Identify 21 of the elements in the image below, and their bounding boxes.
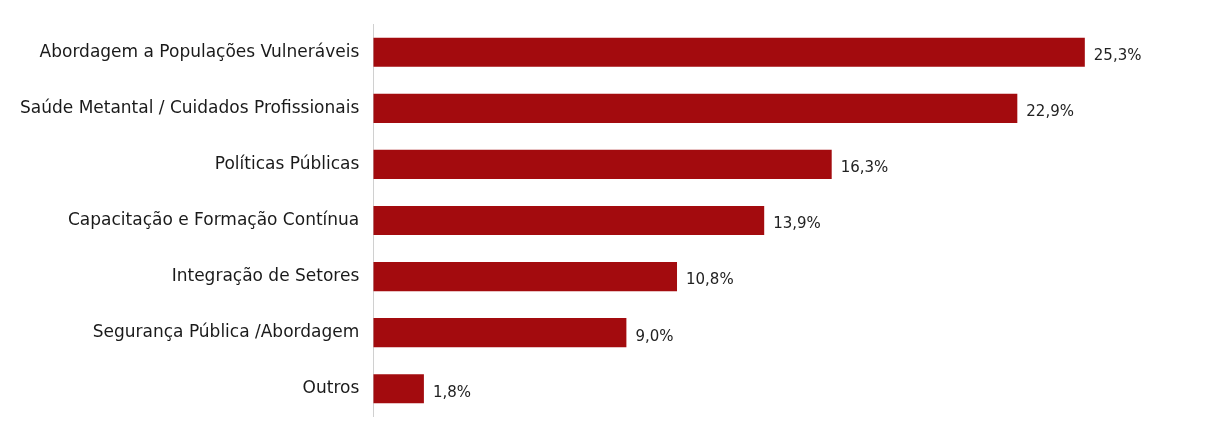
- data-label: 10,8%: [686, 270, 734, 289]
- y-tick-label: Outros: [302, 377, 360, 398]
- bar: [373, 149, 832, 179]
- data-label: 13,9%: [773, 214, 821, 233]
- data-label: 25,3%: [1093, 46, 1142, 65]
- y-tick-label: Segurança Pública /Abordagem: [92, 321, 360, 342]
- bar: [373, 374, 424, 404]
- y-tick-label: Integração de Setores: [171, 265, 360, 286]
- y-tick-label: Capacitação e Formação Contínua: [67, 208, 360, 229]
- bar: [373, 205, 765, 236]
- data-label: 1,8%: [432, 382, 472, 401]
- bar: [373, 93, 1018, 123]
- y-tick-label: Abordagem a Populações Vulneráveis: [39, 40, 360, 61]
- y-tick-label: Políticas Públicas: [214, 152, 360, 173]
- bar: [373, 262, 678, 292]
- data-label: 22,9%: [1026, 102, 1074, 121]
- data-label: 16,3%: [840, 158, 889, 177]
- data-label: 9,0%: [635, 326, 674, 345]
- y-tick-label: Saúde Metantal / Cuidados Profissionais: [20, 96, 360, 117]
- bar: [373, 37, 1085, 67]
- bar: [373, 318, 627, 348]
